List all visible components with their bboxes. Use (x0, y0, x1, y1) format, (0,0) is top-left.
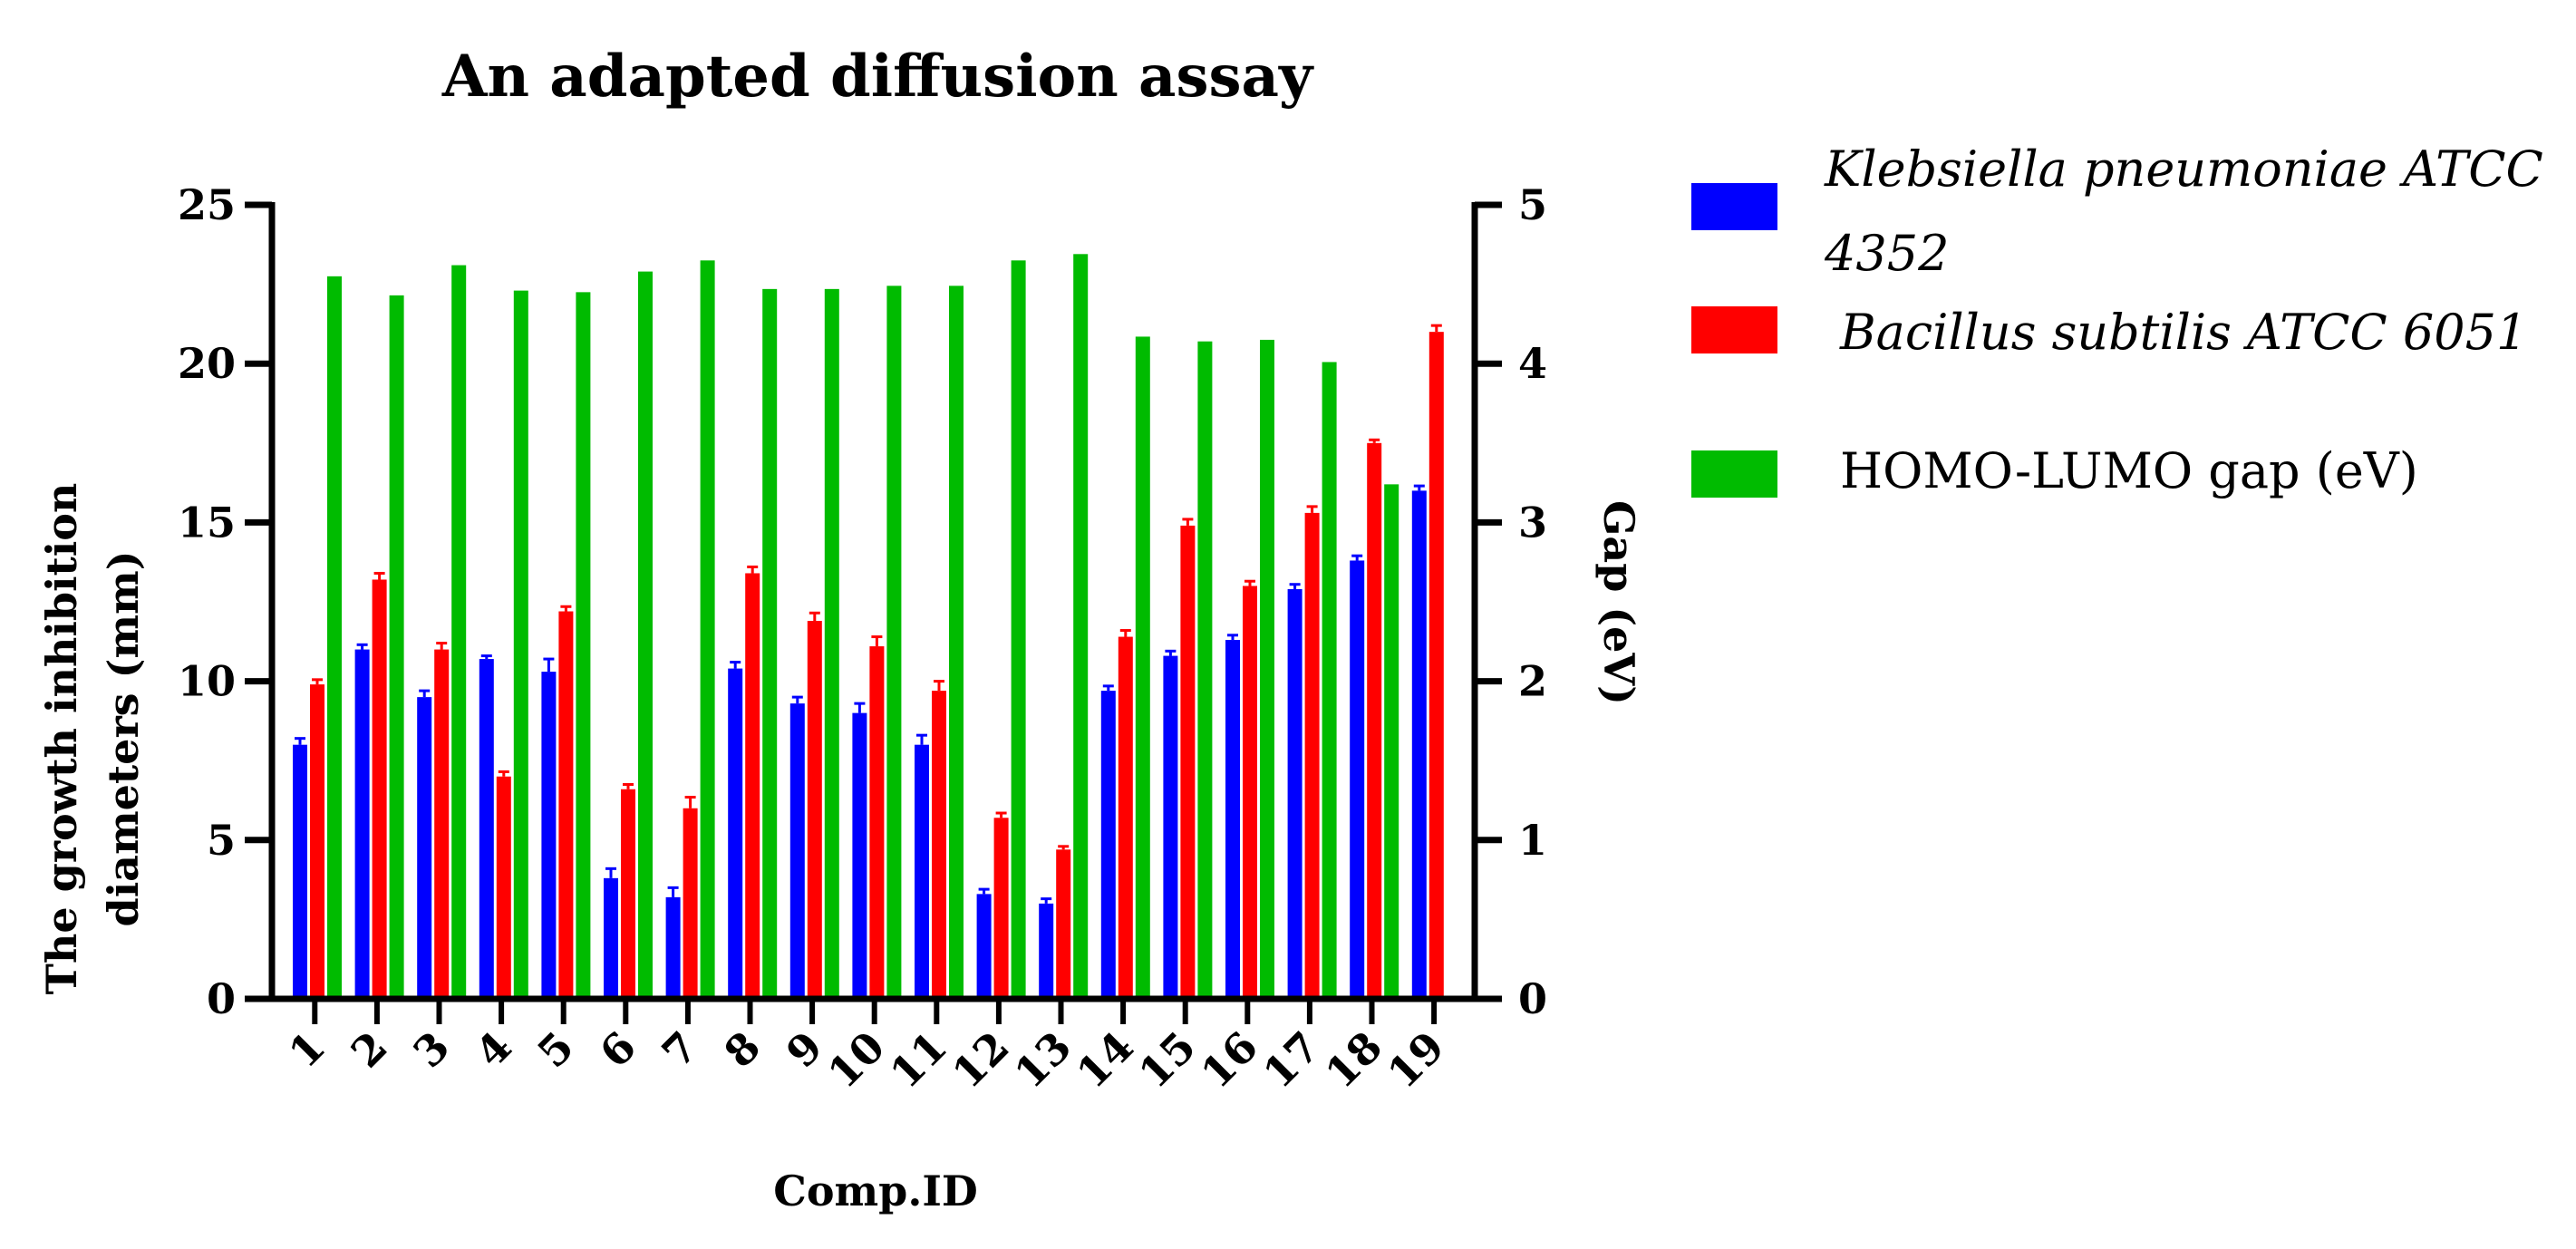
legend: Klebsiella pneumoniae ATCC 4352 Bacillus s… (1691, 140, 2543, 499)
bar-2-comp-16 (1243, 586, 1257, 999)
x-tick-label-6: 6 (590, 1022, 645, 1078)
legend-swatch-3 (1691, 450, 1777, 498)
bar-1-comp-18 (1350, 560, 1365, 999)
legend-swatch-1 (1691, 183, 1777, 230)
legend-label-3-line-1: HOMO-LUMO gap (eV) (1840, 442, 2418, 499)
bar-1-comp-4 (479, 659, 494, 999)
bar-3-comp-15 (1197, 341, 1213, 999)
bar-3-comp-9 (824, 288, 839, 1000)
bar-3-comp-4 (513, 290, 528, 999)
bar-3-comp-5 (576, 292, 591, 999)
legend-label-1-line-2: 4352 (1824, 225, 1949, 282)
bars-layer (293, 254, 1444, 1000)
x-tick-label-19: 19 (1378, 1022, 1453, 1098)
bar-3-comp-11 (949, 286, 964, 999)
bar-1-comp-6 (604, 877, 618, 999)
y-tick-label-5: 5 (207, 816, 236, 865)
bar-2-comp-10 (869, 646, 885, 999)
bar-2-comp-5 (558, 611, 574, 999)
legend-swatch-2 (1691, 306, 1777, 353)
bar-2-comp-11 (932, 691, 946, 999)
x-axis-title: Comp.ID (773, 1167, 978, 1215)
bar-3-comp-3 (451, 265, 467, 999)
legend-label-1-line-1: Klebsiella pneumoniae ATCC (1824, 140, 2543, 198)
bar-3-comp-17 (1322, 362, 1337, 999)
bar-3-comp-10 (886, 286, 902, 999)
y-tick-label-0: 0 (207, 974, 236, 1023)
bar-2-comp-4 (496, 776, 511, 999)
bar-3-comp-14 (1135, 336, 1150, 999)
x-tick-label-8: 8 (714, 1022, 770, 1078)
bar-2-comp-12 (993, 818, 1009, 999)
y-tick-label-10: 10 (178, 657, 236, 706)
y2-tick-label-5: 5 (1518, 180, 1547, 229)
bar-1-comp-16 (1225, 640, 1240, 999)
bar-3-comp-18 (1384, 484, 1399, 999)
x-tick-label-2: 2 (342, 1022, 397, 1078)
bar-1-comp-9 (789, 703, 805, 999)
y2-axis-title: Gap (eV) (1594, 500, 1643, 705)
bar-3-comp-7 (700, 260, 715, 999)
bar-1-comp-7 (665, 896, 681, 999)
bar-2-comp-9 (807, 621, 822, 999)
bar-1-comp-14 (1100, 691, 1116, 999)
bar-2-comp-8 (745, 573, 760, 999)
bar-2-comp-18 (1367, 442, 1382, 999)
x-tick-label-4: 4 (466, 1022, 521, 1078)
bar-1-comp-1 (293, 744, 307, 999)
bar-3-comp-16 (1260, 339, 1274, 999)
y-axis-title-line-2: diameters (mm) (99, 551, 148, 927)
y-tick-label-25: 25 (178, 180, 236, 229)
bar-2-comp-2 (372, 579, 387, 999)
x-tick-label-7: 7 (653, 1022, 708, 1078)
y2-tick-label-2: 2 (1518, 657, 1547, 706)
bar-2-comp-7 (683, 808, 698, 999)
y2-tick-label-0: 0 (1518, 974, 1547, 1023)
bar-1-comp-12 (976, 894, 992, 999)
bar-1-comp-2 (354, 649, 370, 999)
x-tick-label-5: 5 (528, 1022, 584, 1078)
bar-1-comp-15 (1163, 655, 1178, 999)
bar-1-comp-11 (915, 744, 929, 999)
bar-2-comp-17 (1304, 512, 1320, 999)
bar-3-comp-2 (389, 295, 404, 999)
y-tick-label-15: 15 (178, 498, 236, 547)
error-bars-layer (295, 324, 1442, 904)
x-tick-label-1: 1 (279, 1022, 334, 1078)
bar-2-comp-19 (1428, 332, 1444, 999)
y2-axis-title-text: Gap (eV) (1594, 500, 1643, 705)
y2-tick-label-4: 4 (1518, 339, 1547, 388)
y-axis-title: The growth inhibition diameters (mm) (37, 483, 148, 995)
chart-title: An adapted diffusion assay (441, 43, 1314, 111)
y2-tick-label-3: 3 (1518, 498, 1547, 547)
bar-1-comp-19 (1411, 490, 1427, 999)
bar-3-comp-8 (762, 288, 778, 1000)
y-tick-label-20: 20 (178, 339, 236, 388)
y2-tick-label-1: 1 (1518, 816, 1547, 865)
legend-label-2-line-1: Bacillus subtilis ATCC 6051 (1839, 304, 2527, 361)
bar-1-comp-5 (541, 672, 557, 999)
bar-1-comp-17 (1287, 588, 1303, 999)
bar-3-comp-12 (1011, 260, 1026, 999)
bar-2-comp-1 (310, 684, 324, 999)
bar-2-comp-13 (1056, 849, 1071, 999)
bar-2-comp-3 (434, 649, 450, 999)
bar-3-comp-6 (638, 271, 653, 1000)
bar-3-comp-13 (1073, 254, 1089, 999)
bar-1-comp-3 (417, 697, 432, 999)
bar-2-comp-6 (621, 789, 635, 999)
bar-3-comp-1 (327, 276, 342, 1000)
bar-1-comp-13 (1039, 903, 1054, 999)
bar-2-comp-14 (1118, 636, 1133, 999)
bar-1-comp-8 (728, 668, 743, 999)
x-tick-label-3: 3 (403, 1022, 459, 1078)
bar-1-comp-10 (852, 712, 867, 999)
y-axis-title-line-1: The growth inhibition (37, 483, 86, 995)
bar-2-comp-15 (1180, 525, 1196, 999)
